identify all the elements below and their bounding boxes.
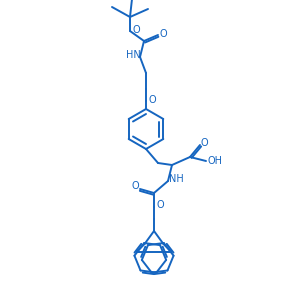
- Text: O: O: [148, 95, 156, 105]
- Text: O: O: [159, 29, 167, 39]
- Text: HN: HN: [126, 50, 140, 60]
- Text: O: O: [156, 200, 164, 210]
- Text: O: O: [131, 181, 139, 191]
- Text: O: O: [200, 138, 208, 148]
- Text: O: O: [132, 25, 140, 35]
- Text: NH: NH: [169, 174, 183, 184]
- Text: OH: OH: [208, 156, 223, 166]
